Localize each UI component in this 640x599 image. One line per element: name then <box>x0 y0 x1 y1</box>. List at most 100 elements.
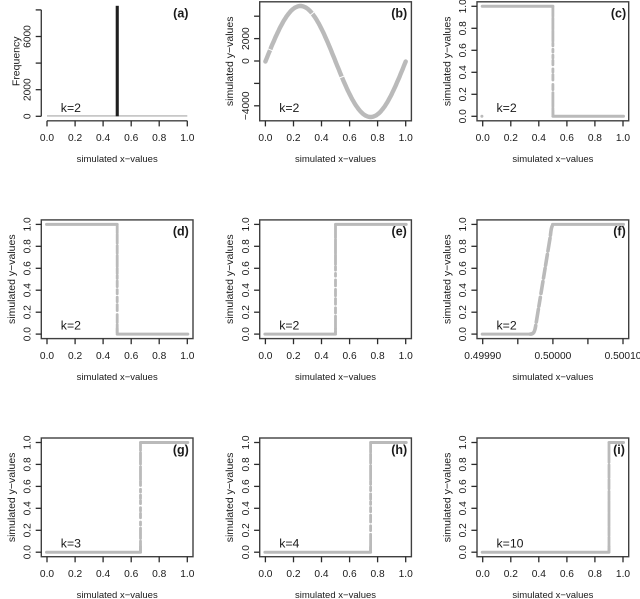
svg-text:0.0: 0.0 <box>23 327 34 341</box>
svg-text:k=10: k=10 <box>497 537 524 551</box>
svg-text:0.4: 0.4 <box>532 569 546 580</box>
svg-text:0.2: 0.2 <box>286 351 300 362</box>
svg-text:0.49990: 0.49990 <box>464 351 501 362</box>
svg-text:0.8: 0.8 <box>458 457 469 471</box>
svg-text:(e): (e) <box>392 225 407 239</box>
svg-text:0.0: 0.0 <box>40 133 54 144</box>
svg-text:(a): (a) <box>173 7 188 21</box>
svg-text:0.4: 0.4 <box>23 283 34 297</box>
svg-text:1.0: 1.0 <box>399 133 413 144</box>
svg-text:0.50010: 0.50010 <box>605 351 640 362</box>
svg-text:k=2: k=2 <box>279 101 299 115</box>
svg-text:0.6: 0.6 <box>241 479 252 493</box>
svg-text:(i): (i) <box>613 443 625 457</box>
svg-text:0.6: 0.6 <box>458 479 469 493</box>
svg-text:0.2: 0.2 <box>241 305 252 319</box>
svg-text:0.8: 0.8 <box>588 569 602 580</box>
svg-text:0.6: 0.6 <box>124 351 138 362</box>
svg-text:0.2: 0.2 <box>458 523 469 537</box>
svg-text:0.8: 0.8 <box>458 239 469 253</box>
svg-text:0.8: 0.8 <box>588 133 602 144</box>
svg-text:0: 0 <box>241 58 252 64</box>
svg-text:0.4: 0.4 <box>23 501 34 515</box>
svg-text:k=3: k=3 <box>61 537 81 551</box>
svg-text:0.2: 0.2 <box>68 133 82 144</box>
svg-text:0.6: 0.6 <box>343 351 357 362</box>
svg-text:0.50000: 0.50000 <box>534 351 571 362</box>
svg-text:k=2: k=2 <box>497 319 517 333</box>
svg-text:0.6: 0.6 <box>560 133 574 144</box>
svg-text:simulated x−values: simulated x−values <box>295 590 376 599</box>
svg-text:0.2: 0.2 <box>504 569 518 580</box>
svg-text:0.4: 0.4 <box>458 501 469 515</box>
svg-text:0.4: 0.4 <box>96 133 110 144</box>
svg-text:0.0: 0.0 <box>458 545 469 559</box>
svg-text:6000: 6000 <box>23 25 34 48</box>
svg-text:0.6: 0.6 <box>560 569 574 580</box>
svg-text:0.8: 0.8 <box>152 133 166 144</box>
svg-text:simulated x−values: simulated x−values <box>77 590 158 599</box>
svg-text:0.0: 0.0 <box>458 109 469 123</box>
svg-text:Frequency: Frequency <box>10 36 22 86</box>
svg-text:simulated y−values: simulated y−values <box>442 17 454 107</box>
svg-text:0.4: 0.4 <box>458 283 469 297</box>
svg-text:1.0: 1.0 <box>23 435 34 449</box>
svg-text:simulated y−values: simulated y−values <box>6 234 18 324</box>
svg-text:0.2: 0.2 <box>68 351 82 362</box>
svg-text:0.0: 0.0 <box>241 545 252 559</box>
svg-text:1.0: 1.0 <box>180 133 194 144</box>
svg-text:0.8: 0.8 <box>23 457 34 471</box>
svg-text:0.0: 0.0 <box>476 133 490 144</box>
svg-text:0.2: 0.2 <box>23 523 34 537</box>
svg-text:0.8: 0.8 <box>23 239 34 253</box>
svg-text:0.8: 0.8 <box>371 351 385 362</box>
svg-text:(g): (g) <box>173 443 189 457</box>
svg-text:simulated x−values: simulated x−values <box>295 154 376 165</box>
svg-text:0.4: 0.4 <box>314 569 328 580</box>
svg-text:0.4: 0.4 <box>532 133 546 144</box>
svg-text:simulated x−values: simulated x−values <box>512 590 593 599</box>
svg-text:1.0: 1.0 <box>458 0 469 13</box>
svg-text:0.2: 0.2 <box>286 569 300 580</box>
svg-text:0.6: 0.6 <box>241 261 252 275</box>
svg-text:0.6: 0.6 <box>124 133 138 144</box>
svg-text:(b): (b) <box>391 7 407 21</box>
svg-text:simulated y−values: simulated y−values <box>224 234 236 324</box>
svg-text:0.0: 0.0 <box>258 351 272 362</box>
svg-text:simulated x−values: simulated x−values <box>77 154 158 165</box>
svg-text:1.0: 1.0 <box>616 133 630 144</box>
svg-text:(f): (f) <box>613 225 626 239</box>
svg-text:0.2: 0.2 <box>241 523 252 537</box>
svg-text:simulated y−values: simulated y−values <box>224 453 236 543</box>
svg-text:0.8: 0.8 <box>371 569 385 580</box>
svg-text:k=2: k=2 <box>61 319 81 333</box>
svg-text:0.2: 0.2 <box>504 133 518 144</box>
svg-text:0.2: 0.2 <box>458 305 469 319</box>
svg-text:0.6: 0.6 <box>343 569 357 580</box>
svg-text:0.0: 0.0 <box>40 569 54 580</box>
svg-text:0.4: 0.4 <box>241 283 252 297</box>
svg-text:(c): (c) <box>611 7 626 21</box>
svg-text:1.0: 1.0 <box>180 351 194 362</box>
svg-text:0.8: 0.8 <box>371 133 385 144</box>
svg-text:0.4: 0.4 <box>314 133 328 144</box>
svg-text:0.8: 0.8 <box>241 457 252 471</box>
svg-text:1.0: 1.0 <box>399 351 413 362</box>
svg-text:0.6: 0.6 <box>23 261 34 275</box>
svg-text:1.0: 1.0 <box>458 217 469 231</box>
svg-text:simulated x−values: simulated x−values <box>512 154 593 165</box>
svg-text:0.4: 0.4 <box>314 351 328 362</box>
svg-text:simulated y−values: simulated y−values <box>6 453 18 543</box>
svg-text:simulated x−values: simulated x−values <box>512 372 593 383</box>
svg-text:0.8: 0.8 <box>152 351 166 362</box>
svg-text:0.6: 0.6 <box>23 479 34 493</box>
svg-text:1.0: 1.0 <box>399 569 413 580</box>
svg-text:(h): (h) <box>391 443 407 457</box>
svg-text:1.0: 1.0 <box>241 435 252 449</box>
svg-text:k=4: k=4 <box>279 537 299 551</box>
svg-text:simulated y−values: simulated y−values <box>442 234 454 324</box>
svg-text:0.8: 0.8 <box>241 239 252 253</box>
svg-text:0.0: 0.0 <box>258 569 272 580</box>
svg-text:0.2: 0.2 <box>458 87 469 101</box>
svg-text:0.4: 0.4 <box>96 351 110 362</box>
